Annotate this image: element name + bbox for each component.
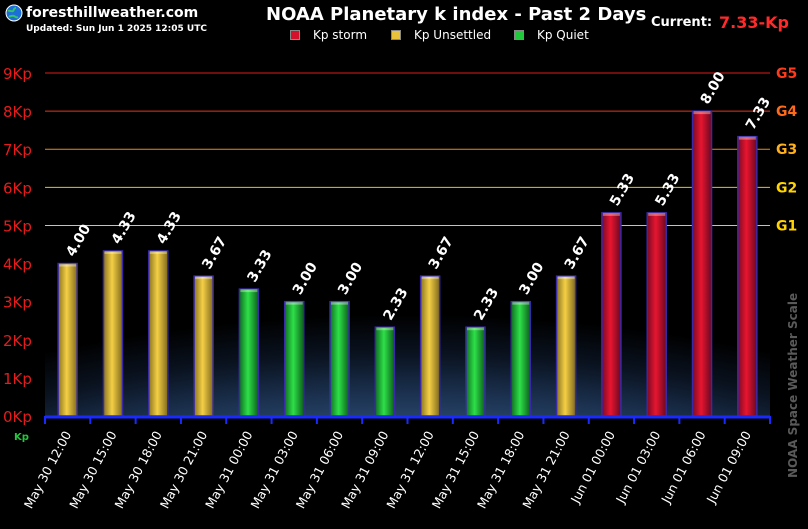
- y-tick-label: 2Kp: [3, 332, 32, 350]
- bar-quiet: [283, 300, 305, 417]
- space-weather-scale-label: NOAA Space Weather Scale: [786, 293, 800, 478]
- bar-unsettled: [555, 275, 577, 417]
- y-tick-label: 3Kp: [3, 294, 32, 312]
- x-tick-label: May 31 00:00: [202, 428, 256, 511]
- bars-group: 4.00 4.33 4.333.67 3.33 3.00 3.002.333.672.33…: [57, 69, 774, 417]
- legend-storm-label: Kp storm: [313, 28, 368, 42]
- bar-unsettled: [193, 275, 214, 417]
- storm-scale-g4: G4: [776, 104, 797, 120]
- bar-quiet: [510, 300, 532, 417]
- bar-unsettled: [57, 262, 78, 417]
- x-tick-label: May 31 21:00: [519, 428, 573, 511]
- storm-scale-labels: G1 G2 G3 G4 G5: [776, 66, 797, 234]
- current-value: 7.33-Kp: [719, 13, 789, 32]
- bar-highlight: [466, 327, 484, 331]
- x-tick-label: May 30 21:00: [157, 428, 211, 511]
- bar-storm: [601, 212, 622, 417]
- bar-storm: [691, 110, 713, 417]
- x-tick-label: May 31 03:00: [247, 428, 301, 511]
- chart-title: NOAA Planetary k index - Past 2 Days: [266, 4, 647, 25]
- y-tick-label: 6Kp: [3, 179, 32, 197]
- storm-scale-g5: G5: [776, 66, 797, 82]
- bar-highlight: [648, 212, 666, 216]
- bar-unsettled: [148, 250, 169, 417]
- bar-unsettled: [419, 275, 441, 417]
- x-tick-label: Jun 01 03:00: [612, 428, 663, 506]
- x-tick-label: May 31 15:00: [429, 428, 483, 511]
- x-tick-label: Jun 01 06:00: [658, 428, 709, 506]
- legend-storm: Kp storm: [290, 28, 367, 42]
- bar-highlight: [59, 263, 77, 267]
- y-tick-label: 1Kp: [3, 370, 32, 388]
- bar-highlight: [285, 301, 303, 305]
- x-tick-label: May 31 06:00: [293, 428, 347, 511]
- x-tick-label: May 31 18:00: [474, 428, 528, 511]
- bar-highlight: [421, 276, 439, 280]
- x-tick-label: May 31 12:00: [383, 428, 437, 511]
- bar-unsettled: [102, 250, 124, 417]
- bar-highlight: [331, 301, 349, 305]
- storm-swatch: [290, 30, 300, 40]
- bar-highlight: [738, 136, 756, 140]
- y-tick-label: 0Kp: [3, 408, 32, 426]
- y-tick-label: 8Kp: [3, 103, 32, 121]
- bar-highlight: [376, 327, 394, 331]
- bar-highlight: [557, 276, 575, 280]
- updated-timestamp: Updated: Sun Jun 1 2025 12:05 UTC: [26, 24, 207, 34]
- legend-unsettled: Kp Unsettled: [391, 28, 491, 42]
- bar-highlight: [104, 250, 122, 254]
- bar-quiet: [465, 326, 486, 417]
- current-label: Current:: [651, 15, 713, 30]
- bar-storm: [737, 135, 758, 417]
- globe-icon: [5, 4, 23, 22]
- unsettled-swatch: [391, 30, 401, 40]
- bar-quiet: [238, 288, 260, 417]
- bar-highlight: [512, 301, 530, 305]
- x-tick-label: Jun 01 09:00: [703, 428, 754, 506]
- legend-unsettled-label: Kp Unsettled: [414, 28, 492, 42]
- bar-quiet: [329, 300, 350, 417]
- storm-scale-g2: G2: [776, 180, 797, 196]
- storm-scale-g3: G3: [776, 142, 797, 158]
- bar-storm: [646, 212, 667, 417]
- legend-quiet-label: Kp Quiet: [537, 28, 589, 42]
- bar-highlight: [195, 276, 213, 280]
- x-tick-label: Jun 01 00:00: [567, 428, 618, 506]
- y-tick-label: 5Kp: [3, 217, 32, 235]
- y-axis: 0Kp 1Kp 2Kp 3Kp 4Kp 5Kp 6Kp 7Kp 8Kp 9Kp Kp: [3, 65, 32, 443]
- x-tick-label: May 30 15:00: [66, 428, 120, 511]
- storm-scale-g1: G1: [776, 218, 797, 234]
- x-tick-label: May 30 18:00: [111, 428, 165, 511]
- y-axis-unit-label: Kp: [14, 432, 29, 443]
- bar-highlight: [149, 250, 167, 254]
- quiet-swatch: [514, 30, 524, 40]
- bar-highlight: [240, 289, 258, 293]
- y-tick-label: 9Kp: [3, 65, 32, 83]
- y-tick-label: 4Kp: [3, 256, 32, 274]
- site-name: foresthillweather.com: [26, 5, 199, 21]
- x-tick-label: May 31 09:00: [338, 428, 392, 511]
- legend-quiet: Kp Quiet: [514, 28, 589, 42]
- bar-highlight: [693, 111, 711, 115]
- bar-quiet: [374, 326, 396, 417]
- y-tick-label: 7Kp: [3, 141, 32, 159]
- bar-highlight: [602, 212, 620, 216]
